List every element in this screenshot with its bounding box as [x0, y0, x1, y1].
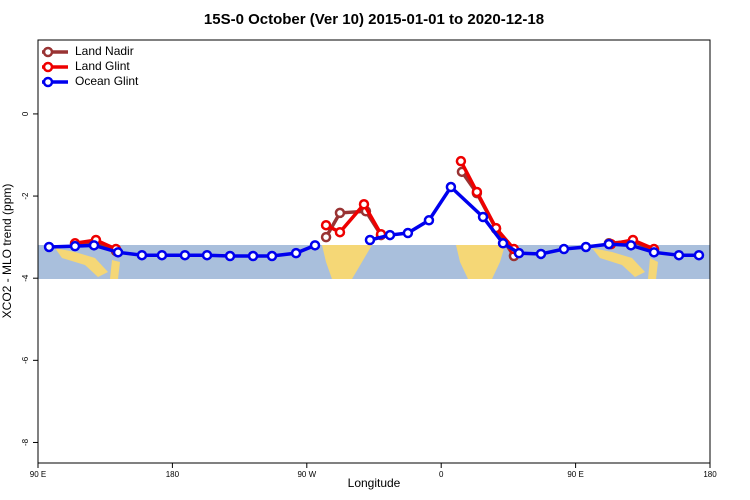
data-point: [201, 249, 213, 261]
data-point: [320, 231, 332, 243]
data-point: [455, 155, 467, 167]
y-tick-label: -6: [21, 356, 30, 364]
data-point: [136, 249, 148, 261]
data-point: [320, 219, 332, 231]
y-tick-label: -4: [21, 274, 30, 282]
data-point: [477, 211, 489, 223]
data-point: [625, 240, 637, 251]
series-line: [369, 184, 699, 257]
x-tick-label: 0: [439, 470, 444, 479]
data-point: [648, 247, 660, 258]
data-point: [334, 226, 346, 238]
x-tick-label: 90 W: [297, 470, 316, 479]
data-point: [179, 249, 191, 261]
map-background: [38, 245, 710, 279]
legend-marker: [42, 46, 54, 58]
y-tick-label: 0: [21, 111, 30, 116]
y-tick-label: -2: [21, 192, 30, 200]
data-point: [266, 250, 278, 262]
data-point: [558, 243, 570, 255]
x-tick-label: 180: [703, 470, 717, 479]
data-point: [43, 241, 55, 253]
data-point: [156, 249, 168, 261]
data-point: [224, 250, 236, 262]
x-tick-label: 180: [166, 470, 180, 479]
data-point: [334, 207, 346, 219]
data-point: [69, 240, 81, 252]
legend-label: Land Nadir: [75, 44, 134, 58]
data-point: [513, 247, 525, 259]
data-point: [309, 240, 321, 251]
x-tick-label: 90 E: [567, 470, 583, 479]
x-tick-label: 90 E: [30, 470, 46, 479]
y-tick-label: -8: [21, 438, 30, 446]
data-point: [112, 247, 124, 258]
data-point: [364, 234, 376, 246]
series-line: [325, 201, 383, 236]
legend-marker: [42, 76, 54, 88]
data-point: [358, 199, 370, 210]
data-point: [673, 249, 685, 261]
data-point: [423, 215, 435, 226]
y-axis-label: XCO2 - MLO trend (ppm): [0, 184, 14, 319]
legend-label: Land Glint: [75, 59, 130, 73]
data-point: [290, 247, 302, 259]
data-point: [535, 248, 547, 260]
data-point: [693, 249, 705, 261]
data-point: [384, 229, 396, 241]
plot-frame: [37, 39, 711, 464]
data-point: [402, 227, 414, 239]
data-point: [471, 186, 483, 198]
x-axis-label: Longitude: [348, 476, 401, 490]
data-point: [603, 238, 615, 250]
data-point: [580, 241, 592, 253]
legend-label: Ocean Glint: [75, 74, 139, 88]
data-point: [497, 238, 509, 249]
data-point: [88, 240, 100, 251]
data-point: [445, 181, 457, 193]
legend-marker: [42, 61, 54, 73]
chart-title: 15S-0 October (Ver 10) 2015-01-01 to 202…: [204, 11, 544, 28]
data-point: [247, 250, 259, 262]
